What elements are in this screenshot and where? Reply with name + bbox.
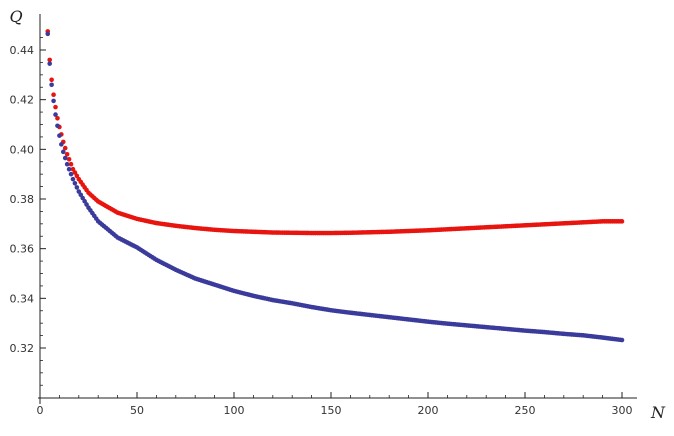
data-point (619, 219, 625, 224)
data-point (68, 161, 74, 167)
x-tick-label: 250 (515, 404, 536, 417)
data-point (49, 77, 54, 83)
y-tick-label: 0.38 (10, 193, 35, 206)
data-point (68, 171, 74, 177)
data-point (64, 152, 70, 157)
data-point (59, 142, 64, 147)
x-tick-label: 200 (418, 404, 439, 417)
data-point (51, 92, 56, 97)
data-point (72, 180, 78, 186)
data-point (53, 112, 58, 117)
data-point (66, 166, 72, 172)
y-tick-label: 0.32 (10, 342, 35, 355)
ticks (39, 37, 623, 398)
data-point (53, 104, 58, 110)
data-point (70, 176, 76, 182)
data-point (45, 31, 51, 37)
axes (38, 14, 637, 404)
y-tick-label: 0.44 (10, 44, 35, 57)
x-tick-label: 300 (612, 404, 633, 417)
data-point (57, 133, 62, 138)
data-point (74, 185, 80, 190)
data-point (619, 337, 625, 343)
y-axis-label: Q (9, 7, 22, 26)
data-point (62, 145, 68, 151)
data-point (51, 98, 56, 104)
data-point (74, 173, 80, 179)
x-tick-label: 100 (224, 404, 245, 417)
x-tick-label: 0 (37, 404, 44, 417)
data-point (47, 61, 52, 66)
data-point (55, 123, 60, 129)
data-point (47, 57, 52, 63)
x-tick-label: 150 (321, 404, 342, 417)
data-point (70, 166, 76, 172)
x-axis-label: N (650, 403, 666, 422)
data-point (55, 115, 60, 121)
series-blue (45, 31, 625, 343)
data-point (49, 82, 54, 88)
y-tick-label: 0.34 (10, 292, 35, 305)
data-point (62, 155, 68, 161)
y-tick-label: 0.36 (10, 243, 35, 256)
y-tick-label: 0.42 (10, 94, 35, 107)
series-red (45, 29, 625, 236)
x-tick-label: 50 (130, 404, 144, 417)
data-point (72, 170, 78, 175)
data-point (60, 149, 66, 155)
data-series (45, 29, 625, 343)
data-point (66, 156, 72, 162)
tick-labels: 0 50 100 150 200 250 300 0.32 0.34 0.36 0.38 0.40 0.… (10, 44, 633, 417)
y-tick-label: 0.40 (10, 143, 35, 156)
data-point (64, 161, 70, 167)
